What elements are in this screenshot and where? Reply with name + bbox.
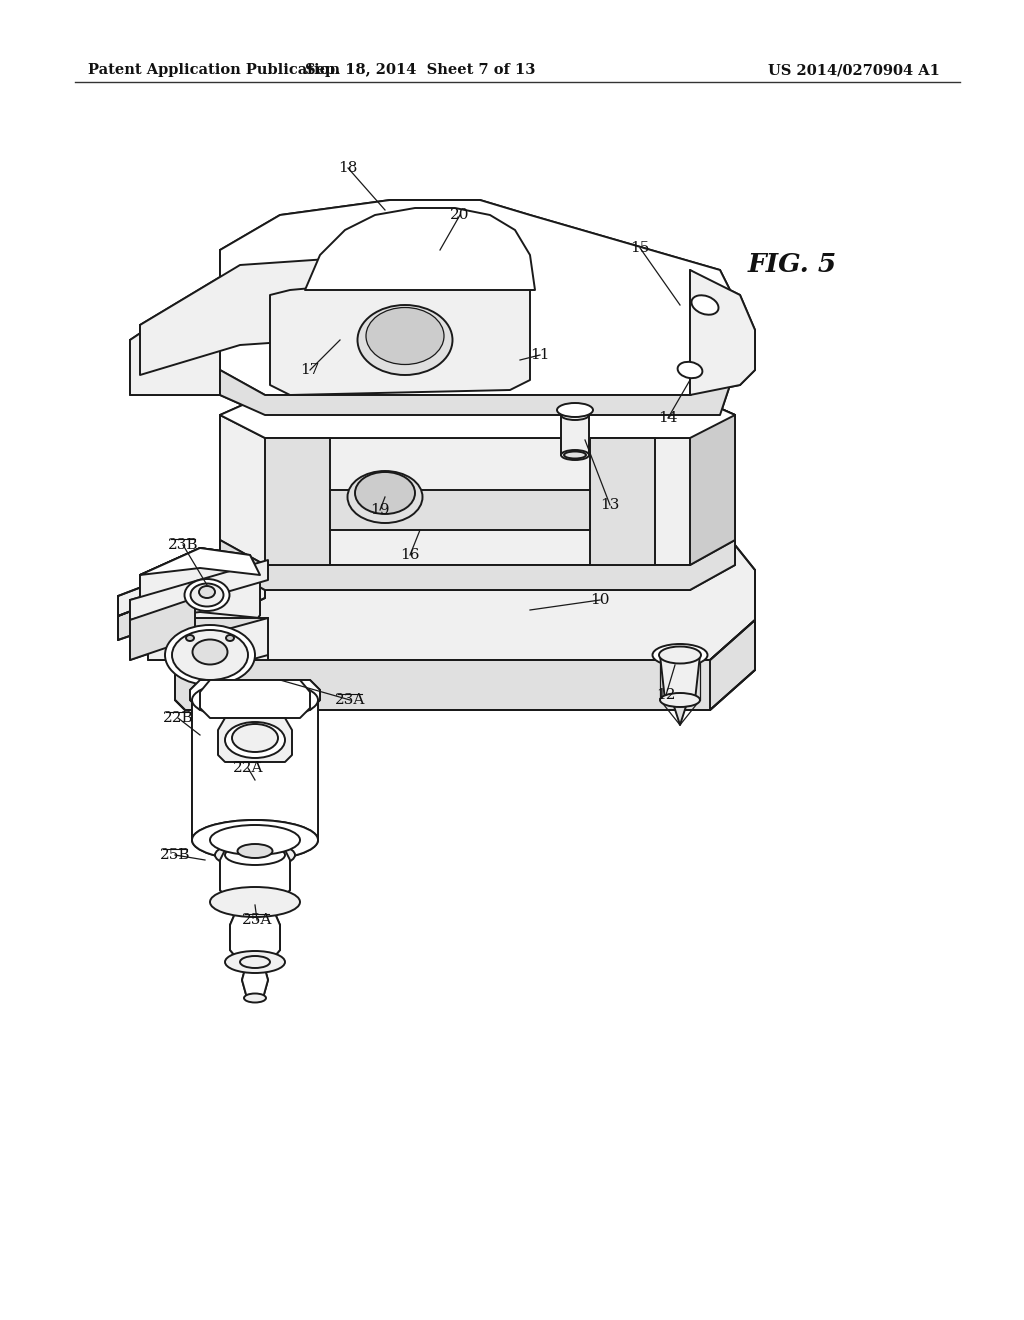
Ellipse shape bbox=[225, 722, 285, 758]
Text: 19: 19 bbox=[371, 503, 390, 517]
Ellipse shape bbox=[225, 950, 285, 973]
Polygon shape bbox=[118, 543, 265, 616]
Polygon shape bbox=[220, 414, 735, 565]
Polygon shape bbox=[220, 201, 735, 395]
Text: 23B: 23B bbox=[168, 539, 199, 552]
Ellipse shape bbox=[215, 842, 295, 869]
Polygon shape bbox=[140, 548, 260, 576]
Ellipse shape bbox=[225, 845, 285, 865]
Text: 23A: 23A bbox=[335, 693, 366, 708]
Polygon shape bbox=[690, 271, 735, 395]
Polygon shape bbox=[175, 620, 755, 710]
Text: 12: 12 bbox=[656, 688, 676, 702]
Polygon shape bbox=[220, 840, 290, 902]
Polygon shape bbox=[195, 618, 268, 675]
Polygon shape bbox=[148, 618, 268, 640]
Text: 17: 17 bbox=[300, 363, 319, 378]
Polygon shape bbox=[165, 578, 265, 636]
Polygon shape bbox=[305, 209, 535, 290]
Polygon shape bbox=[672, 700, 688, 725]
Ellipse shape bbox=[193, 680, 318, 719]
Polygon shape bbox=[270, 271, 530, 395]
Text: 20: 20 bbox=[451, 209, 470, 222]
Polygon shape bbox=[130, 598, 195, 660]
Polygon shape bbox=[561, 414, 589, 455]
Ellipse shape bbox=[184, 579, 229, 611]
Ellipse shape bbox=[190, 583, 223, 606]
Text: 25A: 25A bbox=[242, 913, 272, 927]
Ellipse shape bbox=[240, 956, 270, 968]
Polygon shape bbox=[190, 680, 319, 710]
Text: 22A: 22A bbox=[232, 762, 263, 775]
Text: 16: 16 bbox=[400, 548, 420, 562]
Ellipse shape bbox=[193, 639, 227, 664]
Polygon shape bbox=[220, 540, 735, 590]
Ellipse shape bbox=[232, 723, 278, 752]
Text: FIG. 5: FIG. 5 bbox=[748, 252, 838, 277]
Polygon shape bbox=[690, 271, 755, 395]
Text: 14: 14 bbox=[658, 411, 678, 425]
Ellipse shape bbox=[347, 471, 423, 523]
Ellipse shape bbox=[678, 362, 702, 378]
Polygon shape bbox=[220, 370, 735, 414]
Ellipse shape bbox=[210, 825, 300, 855]
Ellipse shape bbox=[244, 994, 266, 1002]
Ellipse shape bbox=[652, 644, 708, 667]
Polygon shape bbox=[175, 520, 755, 660]
Polygon shape bbox=[193, 700, 318, 840]
Text: 10: 10 bbox=[590, 593, 609, 607]
Polygon shape bbox=[218, 718, 292, 762]
Text: Sep. 18, 2014  Sheet 7 of 13: Sep. 18, 2014 Sheet 7 of 13 bbox=[305, 63, 536, 77]
Ellipse shape bbox=[226, 635, 234, 642]
Ellipse shape bbox=[691, 296, 719, 314]
Polygon shape bbox=[140, 249, 460, 375]
Text: 13: 13 bbox=[600, 498, 620, 512]
Polygon shape bbox=[230, 902, 280, 962]
Polygon shape bbox=[660, 655, 700, 700]
Polygon shape bbox=[200, 680, 310, 718]
Text: US 2014/0270904 A1: US 2014/0270904 A1 bbox=[768, 63, 940, 77]
Polygon shape bbox=[265, 438, 330, 565]
Text: 25B: 25B bbox=[160, 847, 190, 862]
Ellipse shape bbox=[355, 473, 415, 513]
Text: Patent Application Publication: Patent Application Publication bbox=[88, 63, 340, 77]
Ellipse shape bbox=[193, 820, 318, 861]
Polygon shape bbox=[330, 490, 590, 531]
Polygon shape bbox=[590, 438, 655, 565]
Ellipse shape bbox=[172, 630, 248, 680]
Text: 22B: 22B bbox=[163, 711, 194, 725]
Text: 18: 18 bbox=[338, 161, 357, 176]
Ellipse shape bbox=[561, 411, 589, 420]
Ellipse shape bbox=[660, 693, 700, 708]
Ellipse shape bbox=[238, 843, 272, 858]
Ellipse shape bbox=[357, 305, 453, 375]
Ellipse shape bbox=[199, 586, 215, 598]
Ellipse shape bbox=[210, 887, 300, 917]
Ellipse shape bbox=[186, 635, 194, 642]
Polygon shape bbox=[148, 612, 268, 660]
Polygon shape bbox=[118, 562, 265, 640]
Polygon shape bbox=[130, 280, 220, 395]
Polygon shape bbox=[220, 395, 735, 438]
Ellipse shape bbox=[561, 450, 589, 459]
Text: 11: 11 bbox=[530, 348, 550, 362]
Ellipse shape bbox=[165, 624, 255, 685]
Ellipse shape bbox=[193, 820, 318, 861]
Polygon shape bbox=[165, 610, 240, 656]
Ellipse shape bbox=[564, 451, 586, 458]
Polygon shape bbox=[242, 962, 268, 998]
Polygon shape bbox=[690, 395, 735, 565]
Ellipse shape bbox=[366, 308, 444, 364]
Ellipse shape bbox=[659, 647, 701, 664]
Ellipse shape bbox=[557, 403, 593, 417]
Text: 15: 15 bbox=[631, 242, 649, 255]
Polygon shape bbox=[130, 560, 268, 620]
Polygon shape bbox=[140, 548, 260, 638]
